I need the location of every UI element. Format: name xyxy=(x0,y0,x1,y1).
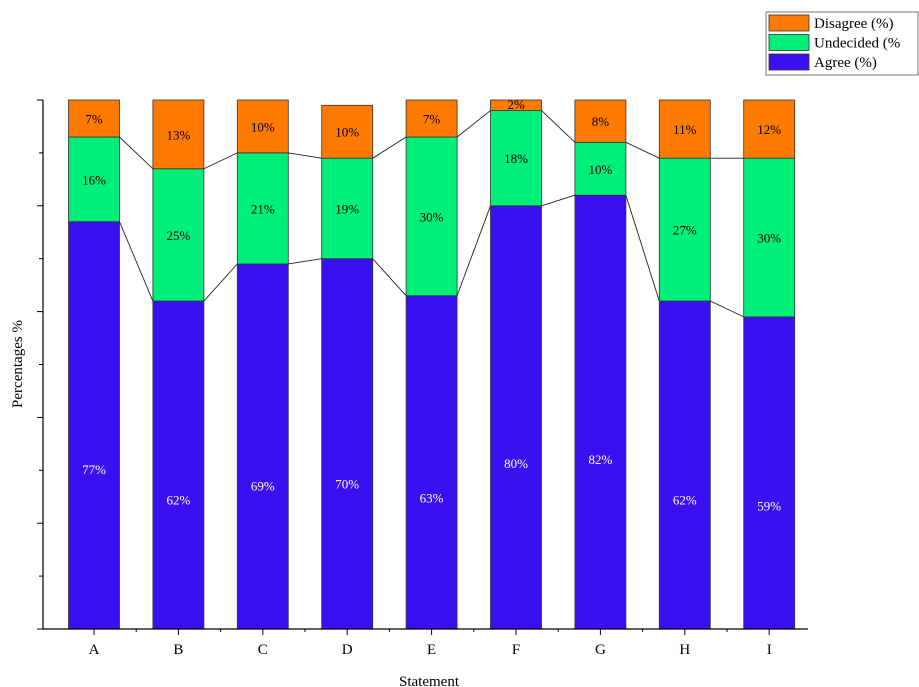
bar-b-disagree xyxy=(152,99,205,170)
bar-h-agree xyxy=(658,300,711,630)
bar-c-undecided xyxy=(236,152,289,265)
x-tick-label-a: A xyxy=(89,642,100,658)
bar-g-undecided xyxy=(574,141,627,196)
data-label-e-undecided: 30% xyxy=(420,209,444,224)
legend-swatch-disagree xyxy=(768,14,810,32)
data-label-d-undecided: 19% xyxy=(335,201,359,216)
x-tick-label-h: H xyxy=(679,642,690,658)
bar-e-undecided xyxy=(405,136,458,297)
data-label-g-agree: 82% xyxy=(588,452,612,467)
axes: A B C D E F G H I xyxy=(37,99,808,658)
bar-g-disagree xyxy=(574,99,627,143)
bar-f-disagree xyxy=(490,99,542,111)
legend-swatch-agree xyxy=(768,53,810,71)
x-tick-label-e: E xyxy=(427,642,436,658)
data-label-h-disagree: 11% xyxy=(673,122,697,137)
legend-swatch-undecided xyxy=(768,34,810,51)
legend-label-disagree: Disagree (%) xyxy=(814,16,894,32)
data-label-c-agree: 69% xyxy=(251,478,275,493)
bar-a-disagree xyxy=(68,99,120,138)
data-label-f-undecided: 18% xyxy=(504,151,528,166)
legend-label-agree: Agree (%) xyxy=(814,55,877,71)
bar-c-disagree xyxy=(236,99,289,154)
data-label-i-agree: 59% xyxy=(757,498,781,513)
connector-line xyxy=(288,152,322,159)
data-label-b-agree: 62% xyxy=(166,492,190,507)
data-label-a-agree: 77% xyxy=(82,462,106,477)
data-label-c-disagree: 10% xyxy=(251,119,275,134)
data-label-h-undecided: 27% xyxy=(673,223,697,238)
connector-line xyxy=(456,205,491,296)
plot-area xyxy=(68,99,796,630)
data-label-f-agree: 80% xyxy=(504,456,528,471)
data-label-i-disagree: 12% xyxy=(757,122,781,137)
x-tick-label-c: C xyxy=(258,642,268,658)
connector-line xyxy=(372,258,407,297)
connector-line xyxy=(288,258,322,265)
data-label-a-undecided: 16% xyxy=(82,172,106,187)
bar-c-agree xyxy=(236,263,289,630)
data-label-d-disagree: 10% xyxy=(335,125,359,140)
connector-line xyxy=(372,136,407,159)
bar-d-undecided xyxy=(321,157,374,260)
connector-line xyxy=(119,136,154,170)
series-connector-lines xyxy=(119,110,744,318)
x-tick-label-i: I xyxy=(767,642,772,658)
data-label-h-agree: 62% xyxy=(673,492,697,507)
bar-i-agree xyxy=(743,316,796,630)
connector-line xyxy=(710,300,744,318)
connector-line xyxy=(119,221,154,302)
data-label-d-agree: 70% xyxy=(335,476,359,491)
data-label-g-undecided: 10% xyxy=(588,162,612,177)
bar-a-undecided xyxy=(68,136,120,223)
x-tick-label-f: F xyxy=(512,642,520,658)
bar-b-agree xyxy=(152,300,205,630)
bar-h-disagree xyxy=(658,99,711,159)
data-label-g-disagree: 8% xyxy=(592,114,610,129)
bar-d-disagree xyxy=(321,104,374,159)
x-axis-title: Statement xyxy=(399,674,460,687)
connector-line xyxy=(625,195,660,302)
data-label-e-disagree: 7% xyxy=(423,112,441,127)
bar-e-disagree xyxy=(405,99,458,138)
connector-line xyxy=(456,110,491,138)
y-axis-title: Percentages % xyxy=(10,320,26,408)
data-label-b-disagree: 13% xyxy=(166,127,190,142)
connector-line xyxy=(541,194,576,207)
data-label-a-disagree: 7% xyxy=(85,112,103,127)
legend: Disagree (%) Undecided (% Agree (%) xyxy=(765,11,919,76)
data-label-i-undecided: 30% xyxy=(757,231,781,246)
bar-i-undecided xyxy=(743,157,796,318)
bar-i-disagree xyxy=(743,99,796,159)
connector-line xyxy=(541,110,576,143)
data-labels: 77% 16% 7% 62% 25% 13% 69% 21% 10% 70% 19% 10% 63% 30… xyxy=(82,97,781,513)
bar-e-agree xyxy=(405,295,458,630)
connector-line xyxy=(203,263,238,302)
x-tick-label-g: G xyxy=(595,642,606,658)
data-label-c-undecided: 21% xyxy=(251,201,275,216)
x-tick-label-b: B xyxy=(173,642,183,658)
connector-line xyxy=(625,141,660,159)
bar-a-agree xyxy=(68,221,120,630)
data-label-e-agree: 63% xyxy=(420,490,444,505)
connector-line xyxy=(203,152,238,170)
bar-g-agree xyxy=(574,194,627,630)
bar-d-agree xyxy=(321,258,374,630)
bar-h-undecided xyxy=(658,157,711,302)
x-tick-label-d: D xyxy=(342,642,353,658)
data-label-f-disagree: 2% xyxy=(507,97,525,112)
legend-label-undecided: Undecided (% xyxy=(814,36,900,52)
data-label-b-undecided: 25% xyxy=(166,228,190,243)
bar-f-undecided xyxy=(490,110,542,207)
bar-f-agree xyxy=(490,205,542,630)
